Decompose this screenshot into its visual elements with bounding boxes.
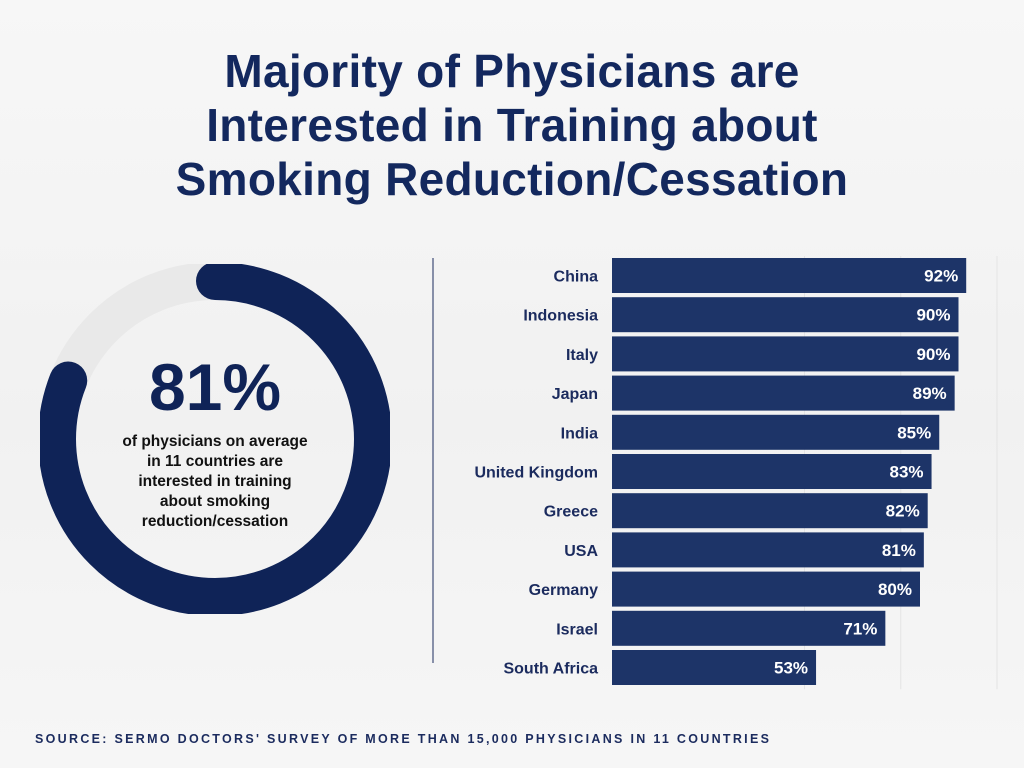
donut-ring xyxy=(40,264,390,614)
title-line-3: Smoking Reduction/Cessation xyxy=(175,153,849,205)
bar-1 xyxy=(612,297,959,333)
category-label: United Kingdom xyxy=(474,465,598,482)
donut-fill xyxy=(40,264,390,614)
bar-7 xyxy=(612,532,924,568)
source-note: SOURCE: SERMO DOCTORS' SURVEY OF MORE TH… xyxy=(35,732,772,746)
average-caption: of physicians on average in 11 countries… xyxy=(105,432,325,532)
value-label: 83% xyxy=(890,463,924,482)
bar-0 xyxy=(612,258,967,293)
bar-5 xyxy=(612,454,932,489)
value-label: 80% xyxy=(878,580,912,599)
title-line-1: Majority of Physicians are xyxy=(224,45,800,97)
category-label: India xyxy=(561,425,598,442)
bar-chart: China 92% Indonesia 90% Italy 90% Japan 89% Indi… xyxy=(432,256,998,690)
category-label: USA xyxy=(564,543,598,560)
category-label: South Africa xyxy=(503,661,598,678)
caption-line: about smoking xyxy=(159,493,271,510)
value-label: 53% xyxy=(774,659,808,678)
caption-line: reduction/cessation xyxy=(141,513,289,530)
category-label: Japan xyxy=(552,386,598,403)
average-percent: 81% xyxy=(148,350,282,424)
caption-line: in 11 countries are xyxy=(146,453,284,470)
bar-3 xyxy=(612,375,955,411)
value-label: 89% xyxy=(913,384,947,403)
category-label: Italy xyxy=(566,347,598,364)
value-label: 90% xyxy=(916,306,950,325)
page-title: Majority of Physicians are Interested in… xyxy=(0,44,1024,206)
value-label: 90% xyxy=(916,345,950,364)
value-label: 71% xyxy=(843,619,877,638)
bar-8 xyxy=(612,571,920,607)
category-label: Greece xyxy=(544,504,598,521)
average-donut: 81% of physicians on average in 11 count… xyxy=(40,264,390,614)
bar-2 xyxy=(612,336,959,372)
value-label: 81% xyxy=(882,541,916,560)
category-label: Israel xyxy=(556,621,598,638)
value-label: 92% xyxy=(924,267,958,286)
bar-4 xyxy=(612,414,940,450)
value-label: 85% xyxy=(897,423,931,442)
category-label: China xyxy=(554,269,599,286)
category-label: Germany xyxy=(529,582,598,599)
category-label: Indonesia xyxy=(523,308,598,325)
bar-6 xyxy=(612,493,928,529)
bar-10 xyxy=(612,650,817,685)
title-line-2: Interested in Training about xyxy=(206,99,818,151)
caption-line: interested in training xyxy=(138,473,292,490)
bar-9 xyxy=(612,610,886,646)
value-label: 82% xyxy=(886,502,920,521)
caption-line: of physicians on average xyxy=(122,433,308,450)
